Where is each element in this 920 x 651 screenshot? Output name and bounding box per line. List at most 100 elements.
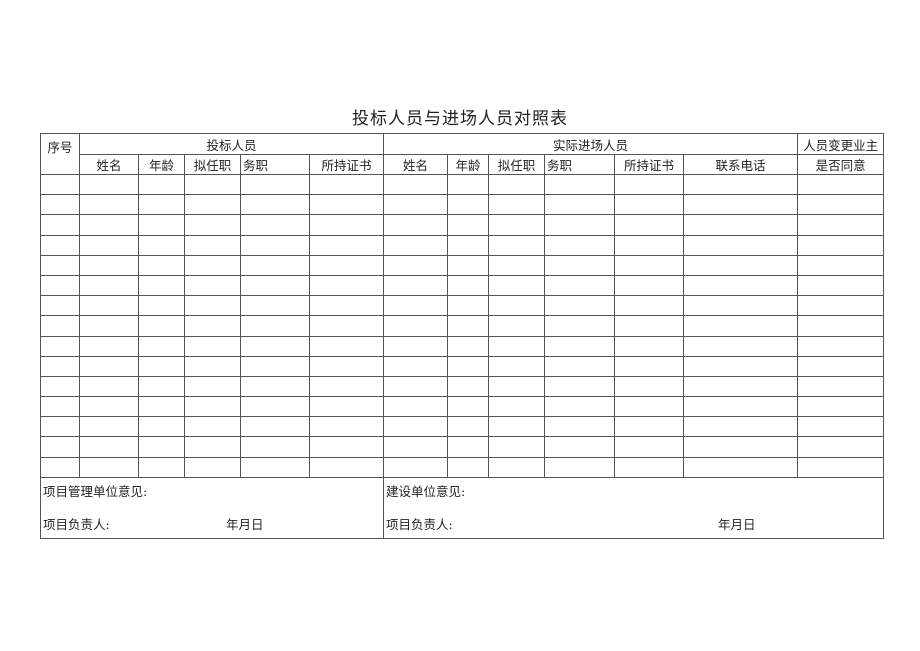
table-cell[interactable]	[614, 416, 684, 438]
table-cell[interactable]	[488, 375, 545, 398]
footer-owner-opinion-cell[interactable]: 建设单位意见: 项目负责人: 年月日	[382, 476, 885, 539]
table-cell[interactable]	[240, 396, 310, 418]
table-cell[interactable]	[240, 416, 310, 438]
table-cell[interactable]	[383, 214, 448, 236]
table-cell[interactable]	[40, 194, 80, 216]
table-cell[interactable]	[138, 375, 185, 398]
table-cell[interactable]	[383, 375, 448, 398]
table-cell[interactable]	[383, 456, 448, 478]
table-cell[interactable]	[383, 416, 448, 438]
table-cell[interactable]	[79, 254, 139, 276]
table-cell[interactable]	[544, 214, 615, 236]
table-cell[interactable]	[383, 295, 448, 317]
table-cell[interactable]	[614, 295, 684, 317]
table-cell[interactable]	[447, 254, 489, 276]
table-cell[interactable]	[682, 274, 799, 297]
table-cell[interactable]	[184, 375, 241, 398]
table-cell[interactable]	[682, 355, 799, 377]
table-cell[interactable]	[682, 173, 799, 196]
table-cell[interactable]	[797, 315, 885, 337]
table-cell[interactable]	[488, 173, 545, 196]
table-cell[interactable]	[797, 295, 885, 317]
table-cell[interactable]	[614, 315, 684, 337]
table-cell[interactable]	[79, 194, 139, 216]
table-cell[interactable]	[309, 456, 384, 478]
table-cell[interactable]	[40, 436, 80, 458]
table-cell[interactable]	[682, 375, 799, 398]
table-cell[interactable]	[184, 396, 241, 418]
table-cell[interactable]	[309, 416, 384, 438]
table-cell[interactable]	[79, 274, 139, 297]
table-cell[interactable]	[79, 295, 139, 317]
table-cell[interactable]	[184, 416, 241, 438]
table-cell[interactable]	[40, 274, 80, 297]
table-cell[interactable]	[447, 274, 489, 297]
table-cell[interactable]	[309, 375, 384, 398]
table-cell[interactable]	[797, 416, 885, 438]
table-cell[interactable]	[488, 194, 545, 216]
table-cell[interactable]	[138, 416, 185, 438]
table-cell[interactable]	[797, 375, 885, 398]
table-cell[interactable]	[383, 194, 448, 216]
table-cell[interactable]	[383, 436, 448, 458]
table-cell[interactable]	[614, 214, 684, 236]
table-cell[interactable]	[797, 396, 885, 418]
table-cell[interactable]	[447, 194, 489, 216]
table-cell[interactable]	[614, 274, 684, 297]
table-cell[interactable]	[79, 396, 139, 418]
table-cell[interactable]	[138, 315, 185, 337]
table-cell[interactable]	[614, 436, 684, 458]
table-cell[interactable]	[797, 274, 885, 297]
table-cell[interactable]	[40, 214, 80, 236]
table-cell[interactable]	[40, 335, 80, 357]
table-cell[interactable]	[797, 335, 885, 357]
table-cell[interactable]	[79, 173, 139, 196]
table-cell[interactable]	[40, 173, 80, 196]
table-cell[interactable]	[309, 173, 384, 196]
table-cell[interactable]	[447, 416, 489, 438]
table-cell[interactable]	[79, 456, 139, 478]
table-cell[interactable]	[544, 335, 615, 357]
table-cell[interactable]	[447, 335, 489, 357]
table-cell[interactable]	[79, 335, 139, 357]
table-cell[interactable]	[309, 214, 384, 236]
table-cell[interactable]	[309, 355, 384, 377]
table-cell[interactable]	[79, 214, 139, 236]
table-cell[interactable]	[447, 234, 489, 256]
table-cell[interactable]	[614, 254, 684, 276]
table-cell[interactable]	[544, 234, 615, 256]
table-cell[interactable]	[682, 254, 799, 276]
table-cell[interactable]	[614, 234, 684, 256]
table-cell[interactable]	[40, 315, 80, 337]
table-cell[interactable]	[614, 375, 684, 398]
table-cell[interactable]	[240, 436, 310, 458]
table-cell[interactable]	[184, 254, 241, 276]
table-cell[interactable]	[488, 315, 545, 337]
table-cell[interactable]	[447, 375, 489, 398]
table-cell[interactable]	[184, 335, 241, 357]
table-cell[interactable]	[138, 214, 185, 236]
table-cell[interactable]	[614, 335, 684, 357]
table-cell[interactable]	[309, 436, 384, 458]
table-cell[interactable]	[488, 355, 545, 377]
table-cell[interactable]	[79, 436, 139, 458]
table-cell[interactable]	[544, 274, 615, 297]
table-cell[interactable]	[447, 315, 489, 337]
table-cell[interactable]	[309, 335, 384, 357]
table-cell[interactable]	[240, 173, 310, 196]
table-cell[interactable]	[240, 214, 310, 236]
table-cell[interactable]	[309, 274, 384, 297]
table-cell[interactable]	[383, 274, 448, 297]
table-cell[interactable]	[488, 456, 545, 478]
table-cell[interactable]	[240, 375, 310, 398]
table-cell[interactable]	[383, 315, 448, 337]
table-cell[interactable]	[797, 456, 885, 478]
table-cell[interactable]	[309, 396, 384, 418]
table-cell[interactable]	[184, 274, 241, 297]
table-cell[interactable]	[797, 254, 885, 276]
table-cell[interactable]	[184, 315, 241, 337]
table-cell[interactable]	[240, 254, 310, 276]
table-cell[interactable]	[488, 396, 545, 418]
table-cell[interactable]	[309, 194, 384, 216]
table-cell[interactable]	[40, 456, 80, 478]
